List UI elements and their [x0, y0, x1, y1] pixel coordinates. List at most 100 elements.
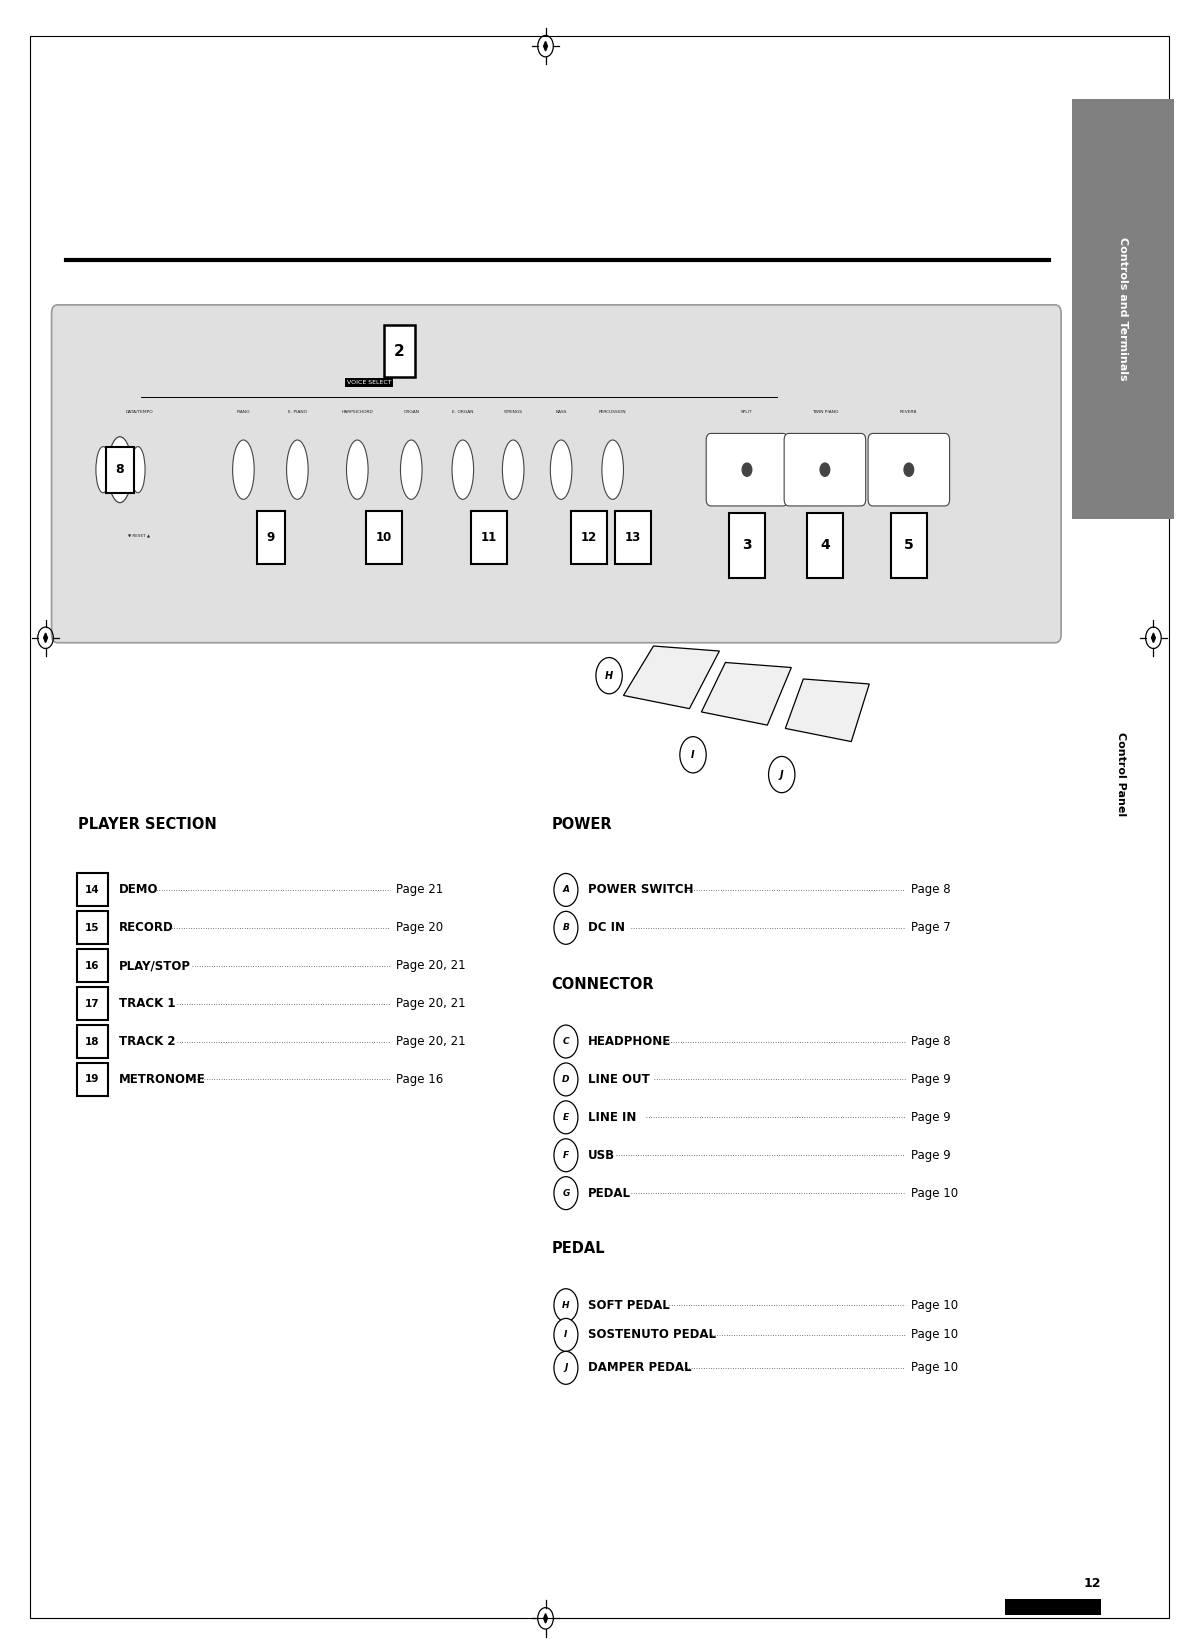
- Text: 10: 10: [375, 531, 392, 544]
- Text: Page 21: Page 21: [396, 883, 442, 897]
- Ellipse shape: [287, 440, 308, 499]
- Polygon shape: [785, 679, 869, 742]
- Ellipse shape: [550, 440, 572, 499]
- Text: SOSTENUTO PEDAL: SOSTENUTO PEDAL: [588, 1328, 716, 1341]
- Text: J: J: [565, 1363, 567, 1373]
- Text: TRACK 1: TRACK 1: [119, 997, 175, 1010]
- Circle shape: [554, 1177, 578, 1210]
- Text: HEADPHONE: HEADPHONE: [588, 1035, 670, 1048]
- Ellipse shape: [452, 440, 474, 499]
- Text: DC IN: DC IN: [588, 921, 625, 934]
- FancyBboxPatch shape: [77, 987, 108, 1020]
- Ellipse shape: [96, 447, 110, 493]
- Text: ▼ TUNE ▲: ▼ TUNE ▲: [261, 534, 281, 537]
- Circle shape: [904, 463, 914, 476]
- Text: 3: 3: [742, 539, 752, 552]
- Text: 12: 12: [1083, 1577, 1101, 1590]
- Text: D: D: [562, 1074, 570, 1084]
- Text: 11: 11: [481, 531, 498, 544]
- FancyBboxPatch shape: [784, 433, 866, 506]
- Text: PLAY/STOP: PLAY/STOP: [119, 959, 191, 972]
- FancyBboxPatch shape: [77, 1025, 108, 1058]
- Text: TRACK 2: TRACK 2: [119, 1035, 175, 1048]
- Circle shape: [554, 1318, 578, 1351]
- Ellipse shape: [233, 440, 254, 499]
- FancyBboxPatch shape: [77, 873, 108, 906]
- Circle shape: [554, 873, 578, 906]
- Ellipse shape: [131, 447, 145, 493]
- Ellipse shape: [108, 437, 132, 503]
- Text: 9: 9: [267, 531, 275, 544]
- Circle shape: [680, 737, 706, 773]
- Text: HARPSICHORD: HARPSICHORD: [342, 410, 373, 414]
- Circle shape: [554, 1025, 578, 1058]
- Text: ENTER: ENTER: [626, 534, 640, 537]
- Text: A: A: [562, 885, 570, 895]
- Text: I: I: [565, 1330, 567, 1340]
- FancyBboxPatch shape: [52, 305, 1061, 643]
- Text: RECORD: RECORD: [119, 921, 174, 934]
- Text: Page 16: Page 16: [396, 1073, 442, 1086]
- FancyBboxPatch shape: [77, 949, 108, 982]
- FancyBboxPatch shape: [868, 433, 950, 506]
- Ellipse shape: [502, 440, 524, 499]
- Circle shape: [554, 1351, 578, 1384]
- Text: H: H: [605, 671, 613, 681]
- Text: 14: 14: [85, 885, 100, 895]
- Text: Page 9: Page 9: [911, 1149, 951, 1162]
- Text: STRINGS: STRINGS: [504, 410, 523, 414]
- Text: Page 7: Page 7: [911, 921, 951, 934]
- Text: TWIN PIANO: TWIN PIANO: [812, 410, 838, 414]
- Text: CONNECTOR: CONNECTOR: [552, 977, 655, 992]
- FancyBboxPatch shape: [571, 511, 607, 564]
- Text: DEMO: DEMO: [119, 883, 158, 897]
- Text: 17: 17: [85, 999, 100, 1009]
- Text: Page 8: Page 8: [911, 1035, 951, 1048]
- Circle shape: [554, 1289, 578, 1322]
- Text: Page 20, 21: Page 20, 21: [396, 997, 465, 1010]
- Text: POWER: POWER: [552, 817, 613, 832]
- Text: Page 10: Page 10: [911, 1299, 958, 1312]
- FancyBboxPatch shape: [366, 511, 402, 564]
- Text: 16: 16: [85, 961, 100, 971]
- Text: 4: 4: [820, 539, 830, 552]
- Text: Control Panel: Control Panel: [1116, 732, 1126, 817]
- Text: PLAYER SECTION: PLAYER SECTION: [78, 817, 217, 832]
- Ellipse shape: [602, 440, 623, 499]
- FancyBboxPatch shape: [807, 513, 843, 578]
- Text: Page 20: Page 20: [396, 921, 442, 934]
- Polygon shape: [1151, 633, 1156, 643]
- Text: DATA/TEMPO: DATA/TEMPO: [125, 410, 153, 414]
- Text: REVERB: REVERB: [900, 410, 917, 414]
- Text: B: B: [562, 923, 570, 933]
- Text: Page 9: Page 9: [911, 1111, 951, 1124]
- Text: Page 9: Page 9: [911, 1073, 951, 1086]
- Text: 8: 8: [115, 463, 125, 476]
- Circle shape: [769, 756, 795, 793]
- Text: ▼ TRANSPOSE ▲: ▼ TRANSPOSE ▲: [367, 534, 400, 537]
- Text: 15: 15: [85, 923, 100, 933]
- Text: H: H: [562, 1300, 570, 1310]
- Text: F: F: [562, 1150, 570, 1160]
- Text: Page 20, 21: Page 20, 21: [396, 959, 465, 972]
- Text: Page 10: Page 10: [911, 1328, 958, 1341]
- Circle shape: [554, 1063, 578, 1096]
- FancyBboxPatch shape: [384, 325, 415, 377]
- Text: DAMPER PEDAL: DAMPER PEDAL: [588, 1361, 691, 1374]
- FancyBboxPatch shape: [77, 911, 108, 944]
- Text: I: I: [691, 750, 695, 760]
- Text: Page 8: Page 8: [911, 883, 951, 897]
- FancyBboxPatch shape: [471, 511, 507, 564]
- Text: PEDAL: PEDAL: [552, 1241, 605, 1256]
- Circle shape: [554, 1139, 578, 1172]
- Text: SPLIT: SPLIT: [741, 410, 753, 414]
- Polygon shape: [543, 41, 548, 51]
- Polygon shape: [43, 633, 48, 643]
- Ellipse shape: [400, 440, 422, 499]
- Text: PEDAL: PEDAL: [588, 1187, 631, 1200]
- Circle shape: [742, 463, 752, 476]
- Bar: [1005, 1599, 1101, 1615]
- Text: E. PIANO: E. PIANO: [288, 410, 307, 414]
- Text: 12: 12: [580, 531, 597, 544]
- Text: USB: USB: [588, 1149, 615, 1162]
